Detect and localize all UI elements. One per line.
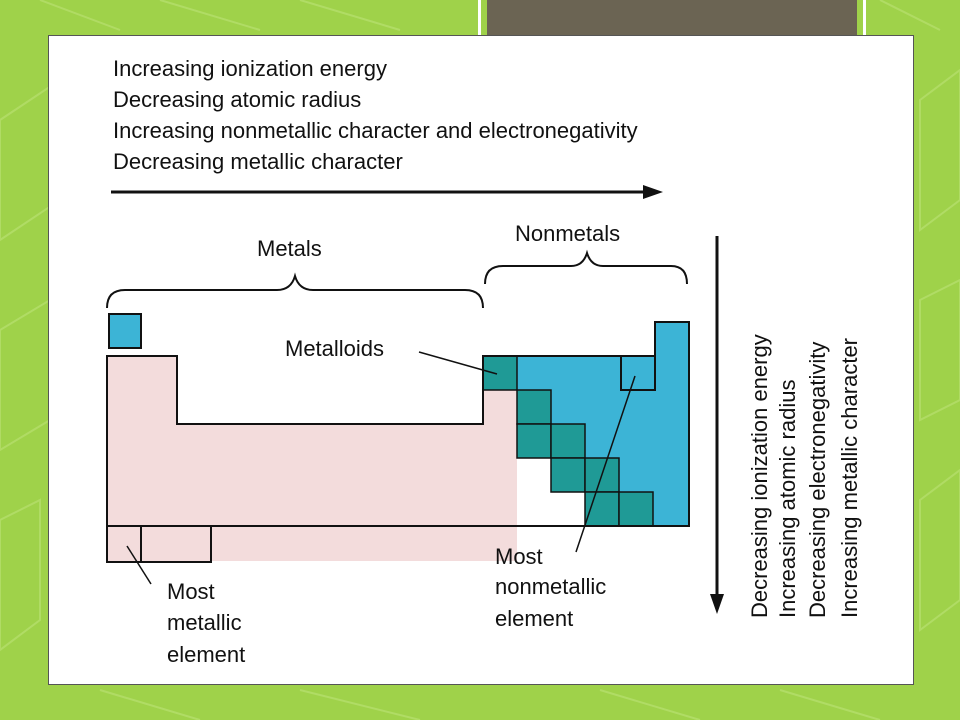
horizontal-trend-3: Increasing nonmetallic character and ele… (113, 118, 638, 143)
vertical-trend-2: Increasing atomic radius (775, 380, 800, 618)
most-metallic-line-3: element (167, 642, 245, 667)
most-nonmetallic-line-2: nonmetallic (495, 574, 606, 599)
nonmetals-label: Nonmetals (515, 221, 620, 246)
hydrogen-cell (108, 313, 142, 349)
most-nonmetallic-line-1: Most (495, 544, 543, 569)
nonmetals-region (483, 322, 689, 526)
horizontal-trend-2: Decreasing atomic radius (113, 87, 361, 112)
metalloids-staircase (482, 355, 654, 527)
horizontal-trend-4: Decreasing metallic character (113, 149, 403, 174)
vertical-trend-3: Decreasing electronegativity (805, 342, 830, 618)
horizontal-arrow (111, 185, 663, 199)
most-nonmetallic-cell (620, 355, 656, 391)
vertical-trend-1: Decreasing ionization energy (747, 334, 772, 618)
most-metallic-line-2: metallic (167, 610, 242, 635)
metals-region (107, 356, 517, 562)
metals-label: Metals (257, 236, 322, 261)
most-nonmetallic-leader-line (575, 375, 636, 553)
metalloids-label: Metalloids (285, 336, 384, 361)
metalloids-leader-line (418, 351, 498, 375)
vertical-arrow (710, 236, 724, 614)
nonmetals-brace (484, 249, 688, 285)
most-metallic-cell (106, 525, 142, 563)
most-metallic-line-1: Most (167, 579, 215, 604)
most-nonmetallic-line-3: element (495, 606, 573, 631)
periodic-trends-diagram: Increasing ionization energy Decreasing … (106, 56, 862, 667)
metals-brace (106, 272, 484, 309)
diagram-panel: Increasing ionization energy Decreasing … (48, 35, 914, 685)
most-metallic-leader-line (126, 545, 152, 585)
metals-bottom-region (107, 524, 211, 562)
horizontal-trend-1: Increasing ionization energy (113, 56, 387, 81)
vertical-trend-4: Increasing metallic character (837, 338, 862, 618)
